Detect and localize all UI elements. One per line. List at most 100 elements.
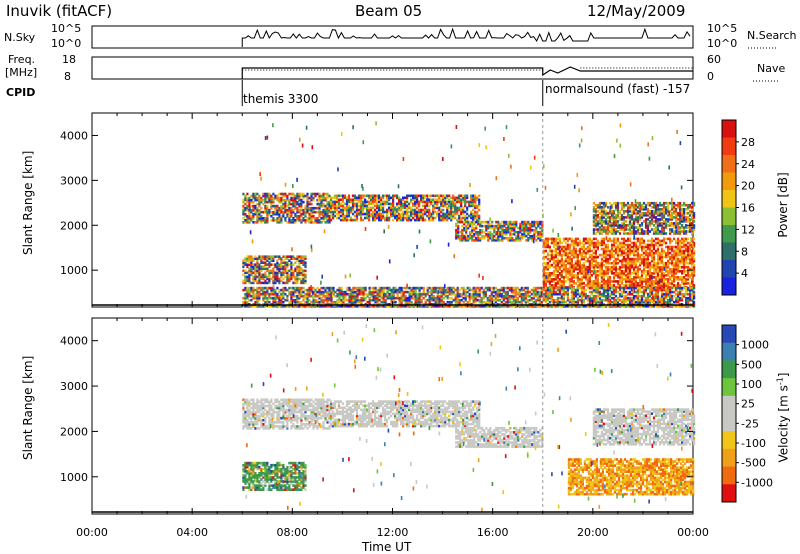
power-cell bbox=[392, 290, 395, 294]
power-cell bbox=[584, 274, 587, 277]
power-cell bbox=[382, 208, 385, 212]
power-cell bbox=[681, 249, 684, 253]
power-cell bbox=[306, 192, 309, 196]
power-cell bbox=[600, 284, 603, 287]
power-cell bbox=[509, 230, 512, 234]
power-cell bbox=[436, 300, 439, 304]
power-cell bbox=[592, 267, 595, 271]
power-cell bbox=[478, 194, 481, 198]
power-cell bbox=[687, 230, 690, 233]
power-cell bbox=[612, 276, 616, 279]
power-cell bbox=[286, 196, 289, 200]
power-cell bbox=[610, 203, 614, 207]
power-cell bbox=[286, 273, 289, 277]
power-cell bbox=[298, 208, 301, 212]
power-cell bbox=[542, 282, 545, 285]
power-cell bbox=[660, 249, 664, 253]
power-cell bbox=[346, 292, 349, 296]
power-cell bbox=[520, 288, 523, 292]
power-cell bbox=[521, 226, 524, 230]
power-cell bbox=[430, 212, 433, 216]
power-cell bbox=[512, 300, 515, 304]
power-cell bbox=[679, 257, 682, 261]
power-cell bbox=[442, 214, 445, 218]
power-cell bbox=[382, 204, 385, 208]
power-cell bbox=[493, 228, 496, 232]
power-cell bbox=[258, 255, 261, 258]
power-cell bbox=[452, 196, 455, 200]
power-cell bbox=[608, 206, 612, 209]
power-cell bbox=[612, 224, 616, 227]
power-cell bbox=[264, 294, 267, 298]
power-cell bbox=[272, 259, 275, 262]
power-cell bbox=[594, 212, 597, 215]
power-cell bbox=[428, 204, 431, 208]
power-cell bbox=[683, 259, 686, 263]
power-cell bbox=[616, 274, 620, 277]
power-cell bbox=[362, 288, 365, 292]
power-cell bbox=[438, 296, 441, 300]
power-cell bbox=[356, 286, 359, 290]
power-cell bbox=[566, 245, 569, 249]
power-cell bbox=[414, 305, 417, 308]
power-cell bbox=[572, 247, 575, 251]
power-cell bbox=[691, 278, 694, 281]
power-cell bbox=[652, 216, 656, 219]
power-cell bbox=[524, 305, 527, 308]
power-cell bbox=[464, 305, 467, 308]
power-cell bbox=[258, 290, 261, 294]
power-cell bbox=[412, 292, 415, 296]
power-cell bbox=[296, 290, 299, 294]
power-cell bbox=[622, 274, 626, 277]
power-cell bbox=[566, 278, 569, 281]
power-cell bbox=[256, 267, 259, 271]
power-cell bbox=[450, 296, 453, 300]
power-cell bbox=[335, 216, 339, 220]
power-cell bbox=[669, 216, 672, 219]
power-cell bbox=[264, 196, 267, 200]
power-cell bbox=[494, 290, 497, 294]
power-cell bbox=[256, 192, 259, 196]
power-cell bbox=[284, 198, 287, 202]
power-cell bbox=[284, 275, 287, 279]
power-cell bbox=[558, 249, 561, 253]
power-cell bbox=[378, 292, 381, 296]
power-cell bbox=[648, 201, 652, 205]
power-cell bbox=[316, 202, 319, 206]
power-cell bbox=[246, 217, 249, 220]
power-cell bbox=[350, 294, 353, 298]
power-cell bbox=[634, 203, 638, 207]
power-cell bbox=[616, 222, 620, 225]
power-cell bbox=[278, 281, 281, 285]
power-cell bbox=[498, 290, 501, 294]
power-cell bbox=[318, 305, 321, 308]
power-cell bbox=[560, 257, 563, 261]
power-cell bbox=[660, 261, 664, 265]
power-cell bbox=[262, 296, 265, 300]
power-cell bbox=[630, 272, 634, 275]
power-cell bbox=[380, 198, 383, 202]
power-cell bbox=[596, 263, 599, 267]
power-cell bbox=[264, 206, 267, 210]
power-cell bbox=[426, 214, 429, 218]
power-cell bbox=[665, 270, 668, 273]
power-cell bbox=[654, 278, 658, 281]
power-cell bbox=[280, 273, 283, 277]
power-cell bbox=[254, 221, 257, 224]
power-cell bbox=[286, 294, 289, 298]
power-cell bbox=[656, 214, 660, 217]
power-cell bbox=[685, 243, 688, 247]
power-cell bbox=[460, 200, 463, 204]
power-cell bbox=[256, 290, 259, 294]
power-cell bbox=[687, 278, 690, 281]
power-cell bbox=[685, 255, 688, 259]
power-cell bbox=[622, 230, 626, 233]
power-cell bbox=[452, 206, 455, 210]
power-cell bbox=[620, 237, 624, 241]
power-cell bbox=[298, 265, 301, 269]
power-cell bbox=[458, 218, 461, 222]
power-cell bbox=[244, 257, 247, 260]
power-cell bbox=[638, 253, 642, 257]
power-cell bbox=[572, 267, 575, 271]
power-cell bbox=[258, 305, 261, 308]
